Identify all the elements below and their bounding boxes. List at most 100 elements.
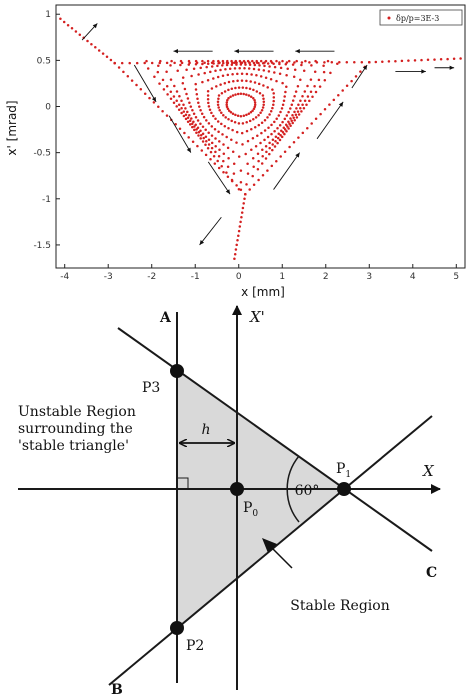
data-point <box>273 120 276 124</box>
data-point <box>237 122 241 125</box>
data-point <box>214 69 217 73</box>
data-point <box>262 84 265 87</box>
data-point <box>175 99 178 103</box>
data-point <box>240 211 244 214</box>
data-point <box>188 101 191 104</box>
data-point <box>245 183 248 186</box>
data-point <box>266 62 270 65</box>
data-point <box>252 88 255 92</box>
data-point <box>165 61 169 65</box>
label-P0: P0 <box>243 500 258 519</box>
data-point <box>275 159 278 163</box>
data-point <box>270 132 273 136</box>
data-point <box>195 131 198 134</box>
data-point <box>139 88 143 91</box>
data-point <box>244 192 247 196</box>
flow-arrowhead <box>92 23 98 29</box>
data-point <box>216 64 219 68</box>
data-point <box>309 90 313 93</box>
flow-arrow <box>199 216 222 246</box>
data-point <box>237 229 241 233</box>
data-point <box>308 99 311 103</box>
y-tick-label: 0 <box>45 103 51 113</box>
data-point <box>257 159 260 163</box>
y-tick-label: -1.5 <box>33 241 51 251</box>
data-point <box>227 126 230 130</box>
data-point <box>329 71 332 75</box>
data-point <box>222 159 225 163</box>
data-point <box>175 105 178 108</box>
data-point <box>197 130 201 134</box>
data-point <box>201 132 205 135</box>
data-point <box>252 165 255 169</box>
data-point <box>253 103 257 106</box>
data-point <box>176 69 179 72</box>
data-point <box>184 113 188 117</box>
data-point <box>241 143 244 146</box>
data-point <box>240 215 243 219</box>
data-point <box>135 61 139 65</box>
flow-arrow <box>273 152 301 190</box>
data-point <box>236 114 240 117</box>
data-point <box>294 90 298 93</box>
point-P0 <box>230 482 244 496</box>
data-point <box>225 101 229 104</box>
data-point <box>275 117 278 121</box>
data-point <box>196 97 199 100</box>
data-point <box>303 90 307 93</box>
data-point <box>271 138 275 141</box>
data-point <box>195 128 198 131</box>
data-point <box>214 144 217 148</box>
data-point <box>165 114 169 117</box>
data-point <box>323 108 327 111</box>
data-point <box>212 59 215 63</box>
data-point <box>220 92 224 95</box>
data-point <box>221 59 225 63</box>
data-point <box>192 67 196 70</box>
data-point <box>261 154 264 158</box>
data-point <box>291 114 294 117</box>
data-point <box>310 64 313 67</box>
data-point <box>232 162 236 165</box>
data-point <box>290 119 293 123</box>
flow-arrow <box>133 64 157 103</box>
data-point <box>207 143 211 146</box>
data-point <box>272 92 275 95</box>
data-point <box>237 234 240 237</box>
data-point <box>240 72 244 76</box>
data-point <box>161 78 165 82</box>
data-point <box>210 134 214 137</box>
data-point <box>170 59 173 63</box>
unstable-region-label: Unstable Region surrounding the 'stable … <box>18 404 136 454</box>
data-point <box>199 137 202 140</box>
data-point <box>220 122 223 126</box>
data-point <box>191 122 194 125</box>
data-point <box>184 107 187 110</box>
data-point <box>318 85 322 88</box>
data-point <box>241 206 245 210</box>
data-point <box>145 59 148 63</box>
data-point <box>242 92 245 96</box>
stable-triangle-diagram: h 60° Stable Region A B C X X' P3 P2 P0 … <box>18 305 441 697</box>
flow-arrow <box>168 115 192 153</box>
data-point <box>268 65 271 68</box>
data-point <box>251 174 254 178</box>
data-point <box>279 110 282 114</box>
data-point <box>322 70 326 74</box>
flow-arrowhead <box>449 65 455 70</box>
data-point <box>275 79 278 83</box>
data-point <box>420 58 423 62</box>
data-point <box>247 112 251 115</box>
data-point <box>206 94 210 97</box>
data-point <box>247 94 251 97</box>
data-point <box>181 76 185 79</box>
data-point <box>165 70 168 73</box>
x-axis-label: x [mm] <box>241 285 285 299</box>
data-point <box>251 157 255 160</box>
data-point <box>214 137 217 140</box>
data-point <box>232 79 235 83</box>
data-point <box>271 88 274 91</box>
data-point <box>159 59 162 63</box>
data-point <box>249 95 253 99</box>
data-point <box>283 128 287 131</box>
